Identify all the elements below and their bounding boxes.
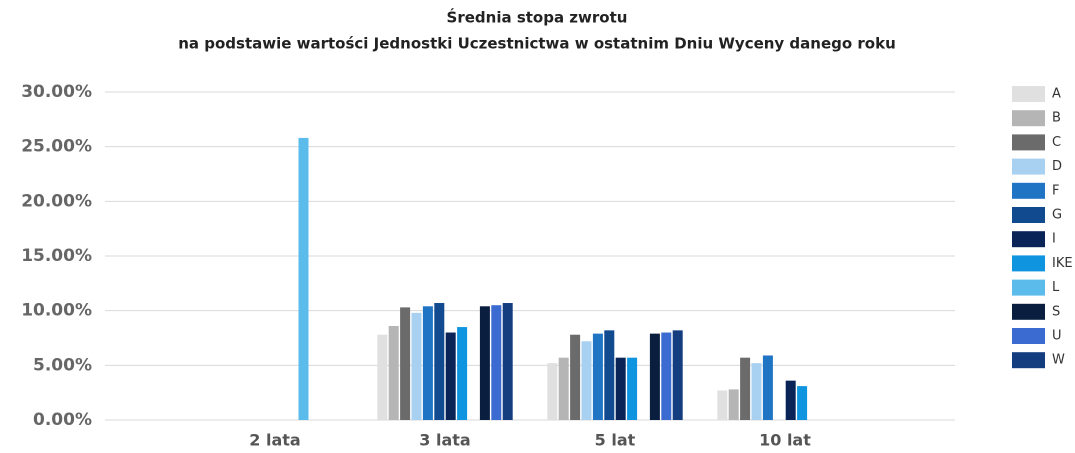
- legend-swatch: [1012, 279, 1045, 296]
- bar: [388, 325, 399, 420]
- bar: [740, 357, 751, 420]
- bar: [762, 355, 773, 420]
- y-tick-label: 20.00%: [21, 191, 92, 211]
- legend-swatch: [1012, 255, 1045, 272]
- bar: [627, 357, 638, 420]
- bar: [411, 312, 422, 420]
- legend-label: F: [1052, 183, 1059, 198]
- bar: [457, 327, 468, 420]
- bar: [570, 334, 581, 420]
- bar: [400, 307, 411, 420]
- legend-label: S: [1052, 304, 1060, 319]
- legend-label: D: [1052, 159, 1062, 174]
- bar: [615, 357, 626, 420]
- legend-label: B: [1052, 111, 1061, 126]
- bar: [649, 333, 660, 420]
- legend-swatch: [1012, 86, 1045, 102]
- legend-swatch: [1012, 110, 1045, 127]
- bar: [422, 306, 433, 420]
- legend-swatch: [1012, 134, 1045, 151]
- legend-swatch: [1012, 182, 1045, 199]
- bar: [751, 363, 762, 420]
- bar: [797, 386, 808, 420]
- y-tick-label: 0.00%: [33, 410, 92, 430]
- bar: [502, 303, 513, 420]
- y-tick-label: 5.00%: [33, 355, 92, 375]
- legend-swatch: [1012, 158, 1045, 175]
- x-tick-label: 2 lata: [249, 431, 300, 450]
- legend-swatch: [1012, 303, 1045, 320]
- bar: [672, 330, 683, 420]
- legend-label: L: [1052, 280, 1060, 295]
- bar: [434, 303, 445, 420]
- chart-subtitle: na podstawie wartości Jednostki Uczestni…: [178, 35, 896, 53]
- legend-label: C: [1052, 135, 1061, 150]
- legend-swatch: [1012, 231, 1045, 248]
- bar: [558, 357, 569, 420]
- bar: [604, 330, 615, 420]
- bar: [377, 334, 388, 420]
- legend-label: G: [1052, 208, 1062, 223]
- chart-title: Średnia stopa zwrotu: [447, 8, 628, 27]
- x-tick-label: 5 lat: [595, 431, 636, 450]
- bar: [491, 305, 502, 420]
- bar: [728, 389, 739, 420]
- bar: [717, 390, 728, 420]
- bar: [661, 332, 672, 420]
- y-tick-label: 25.00%: [21, 137, 92, 157]
- legend-label: W: [1052, 353, 1065, 368]
- y-tick-label: 15.00%: [21, 246, 92, 266]
- y-tick-label: 10.00%: [21, 301, 92, 321]
- legend-swatch: [1012, 352, 1045, 369]
- bar: [298, 137, 309, 421]
- bar: [547, 363, 558, 420]
- bar: [581, 341, 592, 420]
- x-tick-label: 3 lata: [419, 431, 470, 450]
- legend-label: IKE: [1052, 256, 1073, 271]
- x-tick-label: 10 lat: [759, 431, 811, 450]
- bar: [785, 380, 796, 420]
- legend-swatch: [1012, 207, 1045, 223]
- legend-label: A: [1052, 87, 1061, 102]
- legend-label: I: [1052, 232, 1056, 247]
- legend-swatch: [1012, 328, 1045, 344]
- y-tick-label: 30.00%: [21, 82, 92, 102]
- legend-label: U: [1052, 329, 1062, 344]
- bar: [479, 306, 490, 420]
- bar: [445, 332, 456, 420]
- bar: [592, 333, 603, 420]
